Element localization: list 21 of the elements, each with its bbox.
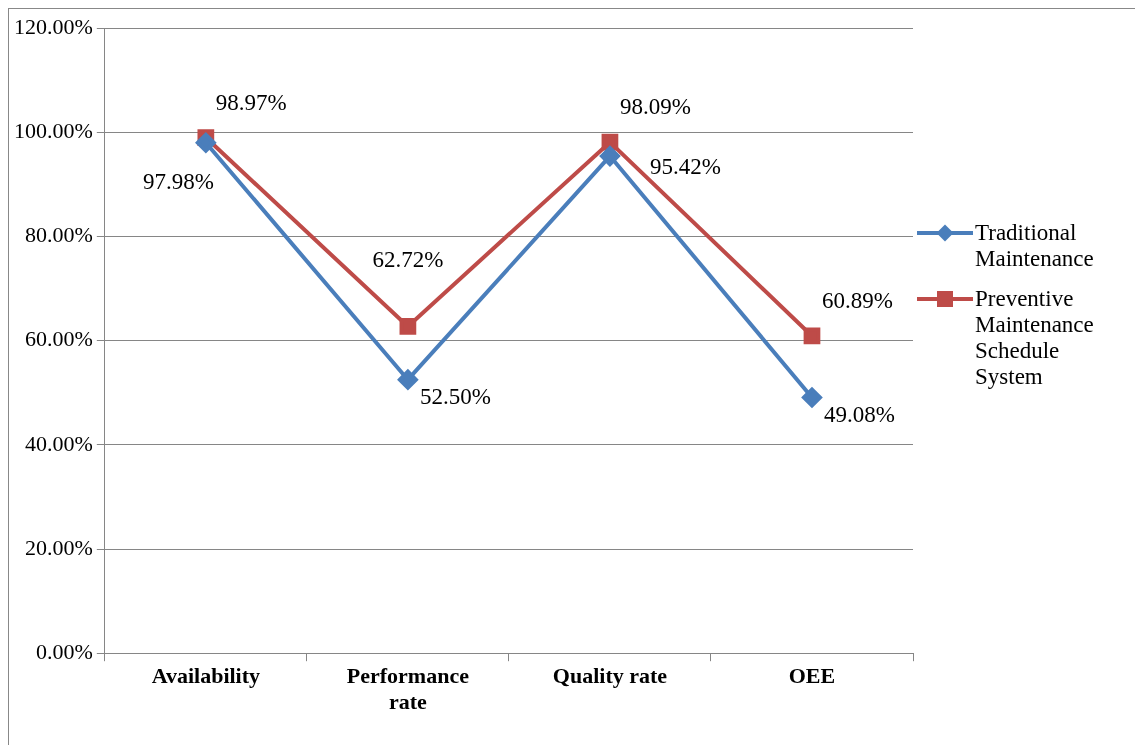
x-tick-label: OEE <box>788 663 836 689</box>
x-tick-label: Availability <box>151 663 261 689</box>
data-label: 98.09% <box>619 94 691 120</box>
y-tick-label: 120.00% <box>14 13 93 39</box>
y-tick-label: 60.00% <box>25 326 93 352</box>
x-tick-label: Performance rate <box>346 663 470 715</box>
data-label: 60.89% <box>821 288 893 314</box>
data-label: 52.50% <box>419 383 491 409</box>
data-label: 95.42% <box>649 154 721 180</box>
legend-label: Preventive Maintenance Schedule System <box>975 286 1095 390</box>
y-tick-label: 100.00% <box>14 117 93 143</box>
x-tick-label: Quality rate <box>552 663 668 689</box>
legend-label: Traditional Maintenance <box>975 220 1095 272</box>
data-label: 49.08% <box>823 401 895 427</box>
data-label: 62.72% <box>372 247 444 273</box>
y-tick-label: 80.00% <box>25 222 93 248</box>
data-label: 97.98% <box>142 168 214 194</box>
data-label: 98.97% <box>215 89 287 115</box>
y-tick-label: 20.00% <box>25 534 93 560</box>
y-tick-label: 0.00% <box>36 638 93 664</box>
y-tick-label: 40.00% <box>25 430 93 456</box>
